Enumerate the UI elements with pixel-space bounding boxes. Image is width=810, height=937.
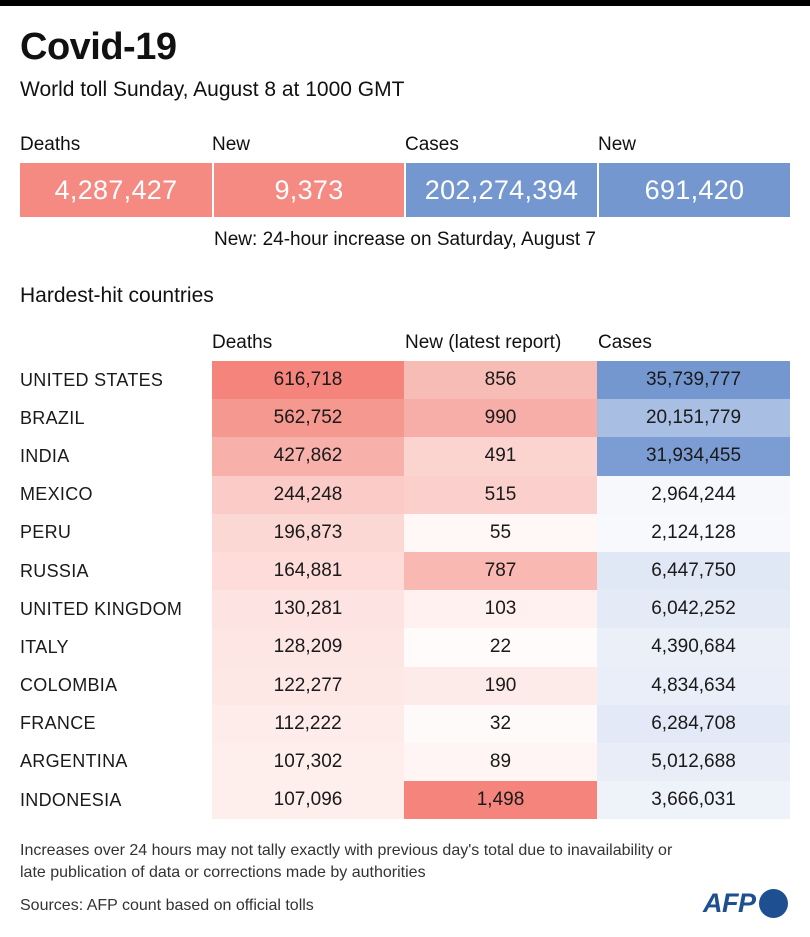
country-name: MEXICO bbox=[20, 484, 93, 505]
page-subtitle: World toll Sunday, August 8 at 1000 GMT bbox=[20, 78, 405, 101]
table-row: COLOMBIA 122,277 190 4,834,634 bbox=[20, 666, 790, 705]
country-name: BRAZIL bbox=[20, 407, 85, 428]
deaths-cell: 122,277 bbox=[212, 666, 404, 705]
table-row: UNITED KINGDOM 130,281 103 6,042,252 bbox=[20, 590, 790, 629]
top-rule bbox=[0, 0, 810, 6]
table-row: PERU 196,873 55 2,124,128 bbox=[20, 513, 790, 552]
cases-cell: 20,151,779 bbox=[597, 399, 790, 438]
new-cell: 990 bbox=[404, 399, 597, 438]
new-cell: 491 bbox=[404, 437, 597, 476]
new-cell: 103 bbox=[404, 590, 597, 629]
summary-label-new-deaths: New bbox=[212, 134, 251, 155]
country-name: COLOMBIA bbox=[20, 675, 118, 696]
table-row: INDIA 427,862 491 31,934,455 bbox=[20, 437, 790, 476]
deaths-cell: 107,302 bbox=[212, 742, 404, 782]
summary-new-deaths-value: 9,373 bbox=[212, 163, 404, 217]
country-name: INDONESIA bbox=[20, 789, 122, 810]
afp-logo-dot bbox=[758, 888, 788, 918]
page-title: Covid-19 bbox=[20, 26, 177, 68]
summary-note: New: 24-hour increase on Saturday, Augus… bbox=[214, 229, 596, 250]
hardest-hit-table: UNITED STATES 616,718 856 35,739,777 BRAZIL 5… bbox=[20, 361, 790, 820]
summary-label-deaths: Deaths bbox=[20, 134, 81, 155]
deaths-cell: 244,248 bbox=[212, 475, 404, 514]
country-name: ARGENTINA bbox=[20, 751, 128, 772]
deaths-cell: 130,281 bbox=[212, 590, 404, 629]
summary-new-cases-value: 691,420 bbox=[597, 163, 790, 217]
new-cell: 515 bbox=[404, 475, 597, 514]
table-row: BRAZIL 562,752 990 20,151,779 bbox=[20, 399, 790, 438]
cases-cell: 4,390,684 bbox=[597, 628, 790, 667]
cases-cell: 6,447,750 bbox=[597, 551, 790, 591]
new-cell: 1,498 bbox=[404, 781, 597, 820]
table-row: RUSSIA 164,881 787 6,447,750 bbox=[20, 551, 790, 591]
footnote: Increases over 24 hours may not tally ex… bbox=[20, 842, 673, 881]
deaths-cell: 112,222 bbox=[212, 704, 404, 743]
country-name: ITALY bbox=[20, 636, 69, 657]
new-cell: 32 bbox=[404, 704, 597, 743]
cases-cell: 5,012,688 bbox=[597, 742, 790, 782]
column-header-new: New (latest report) bbox=[405, 332, 562, 353]
cases-cell: 6,284,708 bbox=[597, 704, 790, 743]
country-name: PERU bbox=[20, 522, 72, 543]
summary-deaths-value: 4,287,427 bbox=[20, 163, 212, 217]
cases-cell: 4,834,634 bbox=[597, 666, 790, 705]
country-name: UNITED KINGDOM bbox=[20, 598, 183, 619]
cases-cell: 31,934,455 bbox=[597, 437, 790, 476]
new-cell: 22 bbox=[404, 628, 597, 667]
deaths-cell: 562,752 bbox=[212, 399, 404, 438]
cases-cell: 2,964,244 bbox=[597, 475, 790, 514]
new-cell: 89 bbox=[404, 742, 597, 782]
table-row: UNITED STATES 616,718 856 35,739,777 bbox=[20, 361, 790, 400]
afp-logo-text: AFP bbox=[703, 887, 756, 918]
table-row: ARGENTINA 107,302 89 5,012,688 bbox=[20, 742, 790, 782]
column-header-deaths: Deaths bbox=[212, 332, 273, 353]
cases-cell: 3,666,031 bbox=[597, 781, 790, 820]
new-cell: 190 bbox=[404, 666, 597, 705]
summary-cases-value: 202,274,394 bbox=[404, 163, 597, 217]
afp-logo: AFP bbox=[703, 885, 788, 921]
sources-line: Sources: AFP count based on official tol… bbox=[20, 897, 314, 914]
summary-row: 4,287,427 9,373 202,274,394 691,420 bbox=[20, 163, 790, 217]
deaths-cell: 196,873 bbox=[212, 513, 404, 552]
new-cell: 787 bbox=[404, 551, 597, 591]
table-row: INDONESIA 107,096 1,498 3,666,031 bbox=[20, 781, 790, 820]
deaths-cell: 616,718 bbox=[212, 361, 404, 400]
country-name: FRANCE bbox=[20, 713, 96, 734]
cases-cell: 35,739,777 bbox=[597, 361, 790, 400]
new-cell: 55 bbox=[404, 513, 597, 552]
cases-cell: 6,042,252 bbox=[597, 590, 790, 629]
deaths-cell: 427,862 bbox=[212, 437, 404, 476]
table-column-headers: Deaths New (latest report) Cases bbox=[20, 332, 790, 358]
column-header-cases: Cases bbox=[598, 332, 652, 353]
deaths-cell: 164,881 bbox=[212, 551, 404, 591]
summary-label-cases: Cases bbox=[405, 134, 459, 155]
table-row: ITALY 128,209 22 4,390,684 bbox=[20, 628, 790, 667]
country-name: RUSSIA bbox=[20, 560, 89, 581]
summary-label-new-cases: New bbox=[598, 134, 637, 155]
country-name: INDIA bbox=[20, 445, 70, 466]
deaths-cell: 107,096 bbox=[212, 781, 404, 820]
section-title: Hardest-hit countries bbox=[20, 284, 214, 307]
new-cell: 856 bbox=[404, 361, 597, 400]
table-row: FRANCE 112,222 32 6,284,708 bbox=[20, 704, 790, 743]
summary-labels: Deaths New Cases New bbox=[20, 134, 790, 160]
cases-cell: 2,124,128 bbox=[597, 513, 790, 552]
table-row: MEXICO 244,248 515 2,964,244 bbox=[20, 475, 790, 514]
country-name: UNITED STATES bbox=[20, 369, 164, 390]
deaths-cell: 128,209 bbox=[212, 628, 404, 667]
